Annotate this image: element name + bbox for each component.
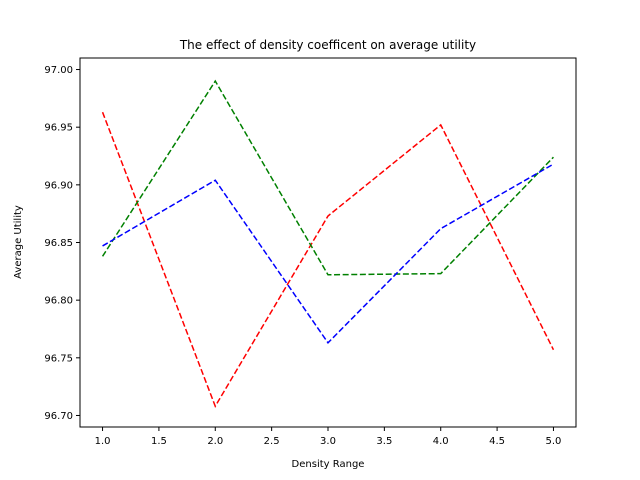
x-tick-label: 3.0	[320, 436, 336, 447]
x-tick-label: 3.5	[376, 436, 392, 447]
series-line-2	[101, 79, 554, 276]
y-tick-label: 96.85	[44, 238, 73, 249]
x-tick-label: 4.5	[489, 436, 505, 447]
x-tick-label: 2.5	[264, 436, 280, 447]
y-tick-label: 96.80	[44, 296, 73, 307]
x-tick-label: 2.0	[207, 436, 223, 447]
y-tick-label: 96.70	[44, 411, 73, 422]
plot-frame	[79, 57, 577, 428]
y-tick-label: 96.75	[44, 353, 73, 364]
series-line-3	[102, 163, 554, 344]
x-tick-label: 5.0	[546, 436, 562, 447]
x-tick-label: 1.0	[95, 436, 111, 447]
y-axis-label: Average Utility	[13, 205, 24, 279]
x-axis-label: Density Range	[292, 459, 365, 470]
x-tick-label: 1.5	[151, 436, 167, 447]
y-axis-ticks: 96.70 96.75 96.80 96.85 96.90 96.95 97.00	[44, 65, 80, 422]
x-tick-label: 4.0	[433, 436, 449, 447]
y-tick-label: 96.90	[44, 180, 73, 191]
y-tick-label: 97.00	[44, 65, 73, 76]
y-tick-label: 96.95	[44, 123, 73, 134]
series-layer	[101, 79, 555, 408]
chart-title: The effect of density coefficent on aver…	[179, 38, 476, 52]
x-axis-ticks: 1.0 1.5 2.0 2.5 3.0 3.5 4.0 4.5 5.0	[95, 427, 562, 447]
series-line-1	[101, 111, 555, 408]
